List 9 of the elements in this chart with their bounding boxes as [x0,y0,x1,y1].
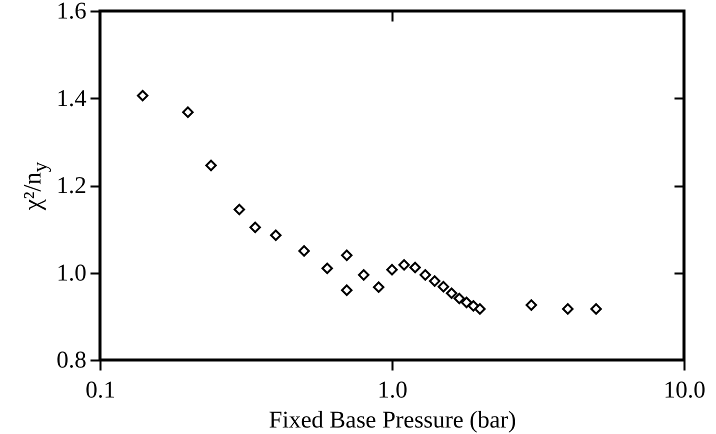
y-tick-label: 1.2 [56,173,86,199]
y-tick-label: 0.8 [56,348,86,374]
x-axis-title: Fixed Base Pressure (bar) [268,408,516,434]
x-tick-label: 1.0 [378,378,408,404]
y-tick-label: 1.0 [56,260,86,286]
y-tick-label: 1.6 [56,0,86,24]
x-tick-label: 10.0 [664,378,706,404]
y-tick-label: 1.4 [56,86,86,112]
x-tick-label: 0.1 [86,378,116,404]
